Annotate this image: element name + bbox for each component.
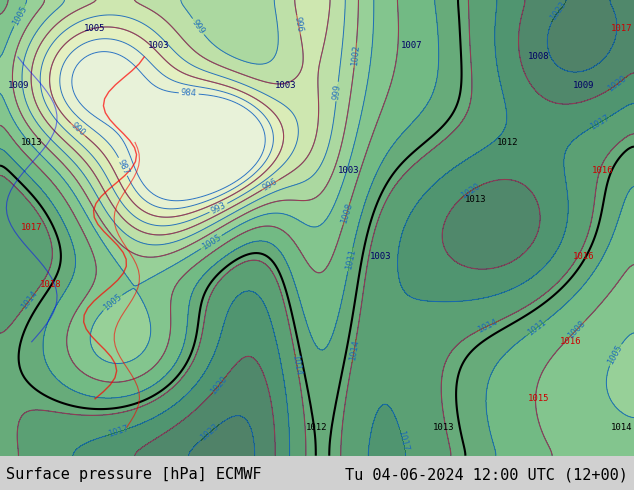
Text: 1008: 1008 — [566, 319, 587, 341]
Text: 1003: 1003 — [148, 41, 169, 50]
Text: 1017: 1017 — [107, 424, 130, 440]
Text: 1014: 1014 — [20, 289, 39, 311]
Text: 1017: 1017 — [21, 223, 42, 232]
Text: 1002: 1002 — [350, 45, 361, 66]
Text: 999: 999 — [332, 83, 342, 100]
Text: 1012: 1012 — [306, 423, 328, 432]
Text: 1015: 1015 — [528, 394, 550, 403]
Text: 1003: 1003 — [338, 167, 359, 175]
Text: 1013: 1013 — [21, 138, 42, 147]
Text: 1016: 1016 — [592, 167, 613, 175]
Text: 1005: 1005 — [11, 4, 29, 26]
Text: 1020: 1020 — [460, 181, 482, 200]
Text: 1017: 1017 — [589, 113, 611, 132]
Text: 1013: 1013 — [465, 195, 486, 204]
Text: 1013: 1013 — [433, 423, 455, 432]
Text: 1014: 1014 — [348, 340, 360, 362]
Text: 1017: 1017 — [396, 429, 410, 452]
Text: 996: 996 — [293, 16, 304, 33]
Text: 1016: 1016 — [573, 252, 594, 261]
Text: 1016: 1016 — [560, 337, 581, 346]
Text: 1023: 1023 — [549, 0, 568, 23]
Text: 1014: 1014 — [611, 423, 632, 432]
Text: 1009: 1009 — [8, 81, 30, 90]
Text: 990: 990 — [69, 121, 87, 138]
Text: 1020: 1020 — [606, 74, 628, 94]
Text: Surface pressure [hPa] ECMWF: Surface pressure [hPa] ECMWF — [6, 467, 262, 482]
Text: 993: 993 — [209, 200, 228, 216]
Text: 987: 987 — [115, 157, 131, 176]
Text: 1007: 1007 — [401, 41, 423, 50]
Text: 996: 996 — [261, 177, 280, 193]
Text: 1008: 1008 — [528, 52, 550, 61]
Text: 1003: 1003 — [370, 252, 391, 261]
Text: Tu 04-06-2024 12:00 UTC (12+00): Tu 04-06-2024 12:00 UTC (12+00) — [345, 467, 628, 482]
Text: 1003: 1003 — [275, 81, 296, 90]
Text: 984: 984 — [181, 89, 197, 98]
Text: 1018: 1018 — [40, 280, 61, 289]
Text: 1011: 1011 — [526, 318, 548, 338]
Text: 1017: 1017 — [611, 24, 632, 33]
Text: 1005: 1005 — [606, 343, 624, 366]
Text: 1005: 1005 — [101, 292, 124, 312]
Text: 1012: 1012 — [496, 138, 518, 147]
Text: 1014: 1014 — [290, 354, 303, 376]
Text: 1009: 1009 — [573, 81, 594, 90]
Text: 1023: 1023 — [199, 422, 221, 442]
Text: 1011: 1011 — [344, 248, 357, 270]
Text: 999: 999 — [190, 18, 207, 36]
Text: 1014: 1014 — [476, 318, 499, 335]
Text: 1005: 1005 — [200, 233, 223, 251]
Text: 1005: 1005 — [84, 24, 106, 33]
Text: 1020: 1020 — [209, 374, 229, 396]
Text: 1008: 1008 — [339, 202, 354, 225]
